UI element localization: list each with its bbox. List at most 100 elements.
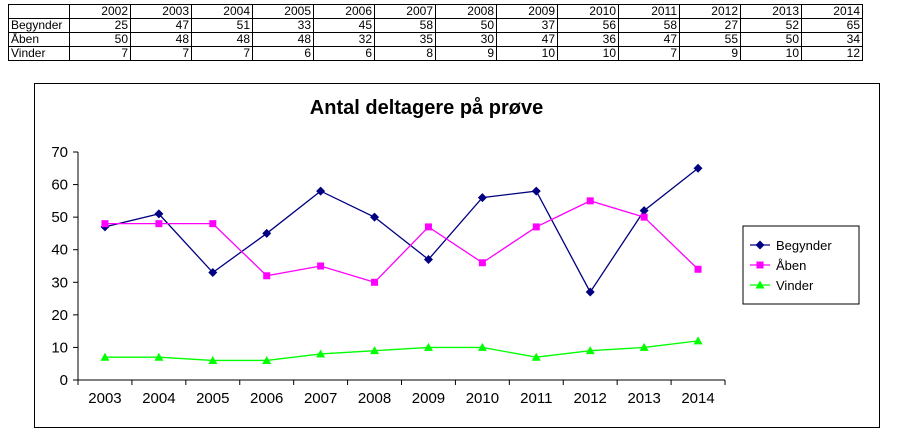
data-point-begynder [693, 163, 703, 173]
table-year-header: 2003 [130, 4, 192, 19]
table-cell: 51 [191, 18, 253, 33]
table-cell: 48 [130, 32, 192, 47]
legend-label-vinder: Vinder [776, 278, 814, 293]
table-cell: 47 [130, 18, 192, 33]
y-tick-label: 20 [51, 307, 68, 324]
series-line-vinder [104, 340, 699, 362]
table-cell: 25 [69, 18, 131, 33]
data-point-vinder [208, 355, 218, 364]
data-point-aaben [263, 272, 271, 280]
table-cell: 50 [69, 32, 131, 47]
data-point-vinder [639, 342, 649, 351]
data-point-begynder [316, 186, 326, 196]
table-cell: 7 [69, 46, 131, 61]
x-tick-label: 2013 [627, 390, 660, 407]
data-point-aaben [209, 220, 217, 228]
x-tick-label: 2005 [196, 390, 229, 407]
table-cell: 45 [313, 18, 375, 33]
chart-title: Antal deltagere på prøve [310, 96, 543, 119]
y-tick-label: 30 [51, 274, 68, 291]
table-cell: 10 [496, 46, 558, 61]
data-point-aaben [317, 262, 325, 270]
data-point-aaben [586, 197, 594, 205]
table-cell: 6 [252, 46, 314, 61]
table-cell: 7 [191, 46, 253, 61]
data-point-aaben [694, 265, 702, 273]
table-cell: 30 [435, 32, 497, 47]
data-point-begynder [208, 268, 218, 278]
table-row: Begynder 25 47 51 33 45 58 50 37 56 58 27 52 65 [8, 18, 863, 33]
table-cell: 9 [679, 46, 741, 61]
table-row: Vinder 7 7 7 6 6 8 9 10 10 7 9 10 12 [8, 46, 863, 61]
table-year-header: 2012 [679, 4, 741, 19]
table-row-label: Vinder [8, 46, 70, 61]
data-point-vinder [585, 346, 595, 355]
data-point-begynder [585, 287, 595, 297]
data-point-aaben [424, 223, 432, 231]
table-cell: 47 [618, 32, 680, 47]
table-cell: 56 [557, 18, 619, 33]
x-tick-label: 2009 [412, 390, 445, 407]
table-cell: 7 [618, 46, 680, 61]
y-tick-label: 60 [51, 177, 68, 194]
table-cell: 7 [130, 46, 192, 61]
table-year-header: 2010 [557, 4, 619, 19]
x-tick-label: 2014 [681, 390, 714, 407]
data-point-vinder [693, 336, 703, 345]
data-point-begynder [423, 254, 433, 264]
table-cell: 48 [191, 32, 253, 47]
y-tick-label: 50 [51, 209, 68, 226]
table-cell: 27 [679, 18, 741, 33]
legend-marker-begynder [755, 240, 765, 250]
table-year-header: 2011 [618, 4, 680, 19]
table-row-label: Begynder [8, 18, 70, 33]
series-line-begynder [104, 167, 699, 294]
table-year-header: 2014 [801, 4, 863, 19]
x-tick-label: 2011 [520, 390, 552, 407]
table-cell: 10 [557, 46, 619, 61]
data-point-vinder [154, 352, 164, 361]
legend-marker-vinder [755, 280, 765, 289]
data-point-aaben [371, 278, 379, 286]
table-year-header: 2002 [69, 4, 131, 19]
table-cell: 52 [740, 18, 802, 33]
table-cell: 10 [740, 46, 802, 61]
legend-marker-aaben [756, 261, 764, 269]
table-cell: 33 [252, 18, 314, 33]
x-tick-label: 2012 [574, 390, 607, 407]
data-point-aaben [101, 220, 109, 228]
data-point-begynder [370, 212, 380, 222]
table-cell: 36 [557, 32, 619, 47]
table-row-label: Åben [8, 32, 70, 47]
y-tick-label: 40 [51, 242, 68, 259]
table-year-header: 2005 [252, 4, 314, 19]
table-cell: 55 [679, 32, 741, 47]
legend-label-begynder: Begynder [776, 238, 832, 253]
chart-area: Antal deltagere på prøve 0 10 20 30 40 50 60 70 2… [34, 83, 880, 428]
table-year-header: 2004 [191, 4, 253, 19]
data-point-begynder [477, 193, 487, 203]
data-point-aaben [478, 259, 486, 267]
table-cell: 50 [740, 32, 802, 47]
table-cell: 12 [801, 46, 863, 61]
data-point-vinder [370, 346, 380, 355]
data-table: 2002 2003 2004 2005 2006 2007 2008 2009 2010 2011… [8, 4, 863, 61]
table-cell: 48 [252, 32, 314, 47]
y-tick-label: 70 [51, 144, 68, 161]
table-corner-cell [8, 4, 70, 19]
x-tick-label: 2003 [88, 390, 121, 407]
table-cell: 34 [801, 32, 863, 47]
legend-label-aaben: Åben [776, 258, 806, 273]
data-point-vinder [477, 342, 487, 351]
data-point-aaben [640, 213, 648, 221]
table-cell: 58 [374, 18, 436, 33]
data-point-vinder [316, 349, 326, 358]
x-tick-label: 2006 [250, 390, 283, 407]
table-year-header: 2007 [374, 4, 436, 19]
line-chart: Antal deltagere på prøve 0 10 20 30 40 50 60 70 2… [51, 96, 860, 407]
data-point-begynder [154, 209, 164, 219]
x-tick-label: 2007 [304, 390, 337, 407]
data-point-begynder [639, 206, 649, 216]
data-point-vinder [100, 352, 110, 361]
table-cell: 9 [435, 46, 497, 61]
